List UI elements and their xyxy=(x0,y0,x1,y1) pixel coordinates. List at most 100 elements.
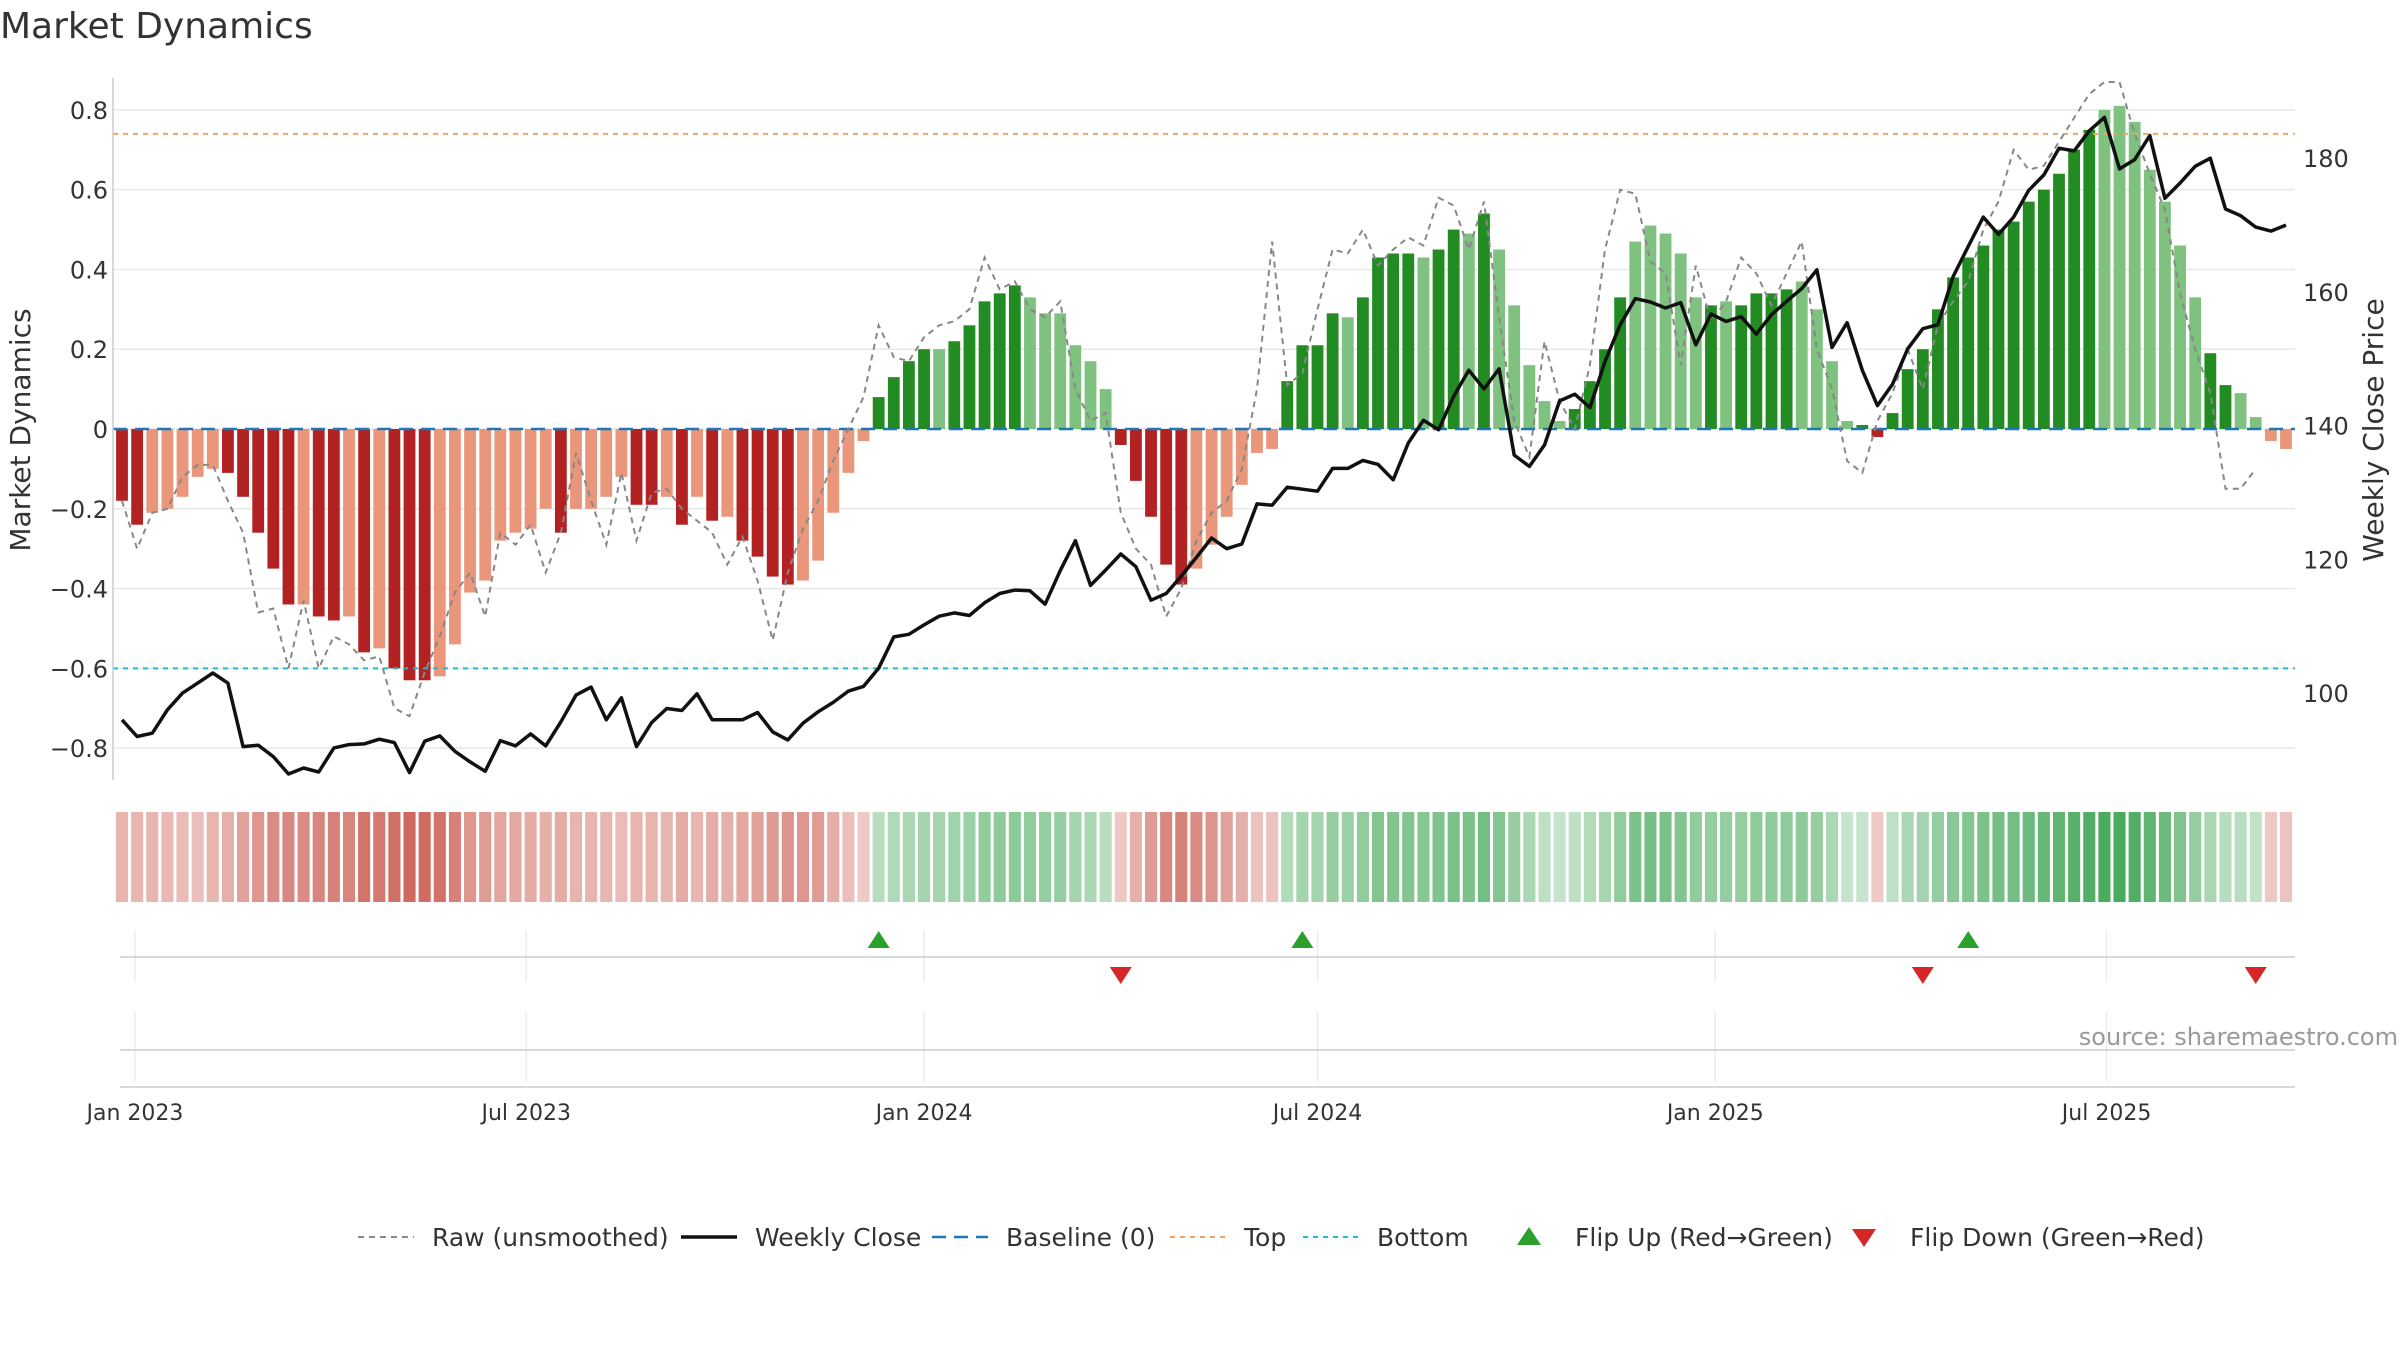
strip-cell xyxy=(978,812,991,902)
legend-label: Top xyxy=(1243,1223,1286,1252)
bar xyxy=(630,429,643,505)
bar xyxy=(766,429,779,577)
left-tick-label: 0.2 xyxy=(70,336,108,364)
bar xyxy=(1977,245,1990,429)
bar xyxy=(1962,257,1975,429)
bar xyxy=(539,429,552,509)
strip-cell xyxy=(1250,812,1264,902)
strip-cell xyxy=(1069,812,1082,902)
bar xyxy=(1644,225,1657,429)
bar xyxy=(1826,361,1838,429)
strip-cell xyxy=(2219,812,2232,902)
legend-item: Raw (unsmoothed) xyxy=(358,1223,669,1252)
strip-cell xyxy=(554,812,567,902)
strip-cell xyxy=(1099,812,1112,902)
right-tick-label: 140 xyxy=(2303,413,2349,441)
strip-cell xyxy=(1750,812,1763,902)
bar xyxy=(1008,285,1021,429)
legend-item: Flip Up (Red→Green) xyxy=(1517,1223,1833,1252)
right-tick-label: 180 xyxy=(2303,145,2349,173)
bar xyxy=(2113,105,2126,429)
bar xyxy=(1493,249,1505,429)
strip-cell xyxy=(267,812,280,902)
strip-cell xyxy=(1614,812,1627,902)
strip-cell xyxy=(464,812,477,902)
strip-cell xyxy=(842,812,855,902)
bar xyxy=(206,429,219,469)
bar xyxy=(570,429,582,509)
bar xyxy=(676,429,688,525)
legend-label: Bottom xyxy=(1377,1223,1469,1252)
strip-cell xyxy=(1008,812,1021,902)
bar xyxy=(2022,201,2035,429)
strip-cell xyxy=(1054,812,1067,902)
bar xyxy=(1024,297,1036,429)
bar xyxy=(1251,429,1263,453)
bar xyxy=(1689,297,1702,429)
strip-cell xyxy=(766,812,779,902)
strip-cell xyxy=(1825,812,1839,902)
bar xyxy=(1462,233,1475,429)
axes-layer: 0.8 0.6 0.4 0.2 0 −0.2 −0.4 −0.6 −0.8 180 160 140 12… xyxy=(50,78,2349,1126)
strip-cell xyxy=(448,812,461,902)
bar xyxy=(1856,425,1869,429)
bar xyxy=(1205,429,1218,545)
bar xyxy=(1326,313,1339,429)
strip-cell xyxy=(1402,812,1415,902)
strip-cell xyxy=(2068,812,2081,902)
strip-cell xyxy=(993,812,1006,902)
bar xyxy=(2280,429,2292,449)
strip-cell xyxy=(2279,812,2293,902)
strip-cell xyxy=(1992,812,2005,902)
weekly-close-line xyxy=(120,115,2287,776)
strip-cell xyxy=(2264,812,2277,902)
date-tick-label: Jul 2025 xyxy=(2060,1101,2152,1126)
bar xyxy=(176,429,189,497)
strip-cell xyxy=(131,812,144,902)
bar xyxy=(131,429,144,525)
chart-title: Market Dynamics xyxy=(0,6,313,47)
bar xyxy=(842,429,855,473)
strip-cell xyxy=(1023,812,1037,902)
bar xyxy=(2053,173,2065,429)
bar xyxy=(797,429,809,581)
strip-cell xyxy=(479,812,492,902)
strip-cell xyxy=(1341,812,1354,902)
left-tick-label: −0.4 xyxy=(50,576,108,604)
strip-cell xyxy=(2052,812,2066,902)
strip-cell xyxy=(1084,812,1097,902)
strip-cell xyxy=(403,812,416,902)
strip-cell xyxy=(327,812,340,902)
bar xyxy=(1372,257,1384,429)
bar xyxy=(736,429,749,541)
strip-cell xyxy=(781,812,794,902)
strip-cell xyxy=(1886,812,1899,902)
bar xyxy=(1614,297,1627,429)
bar xyxy=(449,429,461,645)
strip-cell xyxy=(1735,812,1748,902)
strip-cell xyxy=(312,812,325,902)
bar xyxy=(1720,301,1732,429)
legend-layer: Raw (unsmoothed) Weekly Close Baseline (0)… xyxy=(358,1223,2205,1252)
bar xyxy=(615,429,628,477)
strip-cell xyxy=(206,812,219,902)
bar xyxy=(1795,281,1808,429)
legend-item: Weekly Close xyxy=(681,1223,921,1252)
strip-cell xyxy=(1810,812,1823,902)
flip-down-marker xyxy=(2244,967,2267,984)
strip-cell xyxy=(1977,812,1990,902)
strip-cell xyxy=(1432,812,1445,902)
source-note: source: sharemaestro.com xyxy=(2079,1023,2398,1051)
strip-cell xyxy=(2098,812,2111,902)
bar xyxy=(2189,297,2202,429)
bar xyxy=(116,429,128,501)
strip-cell xyxy=(1553,812,1566,902)
strip-cell xyxy=(1644,812,1657,902)
left-tick-label: 0.6 xyxy=(70,177,108,205)
legend-swatch xyxy=(1517,1227,1541,1245)
bar xyxy=(1523,365,1536,429)
bar xyxy=(1402,253,1415,429)
bar xyxy=(1311,345,1324,429)
